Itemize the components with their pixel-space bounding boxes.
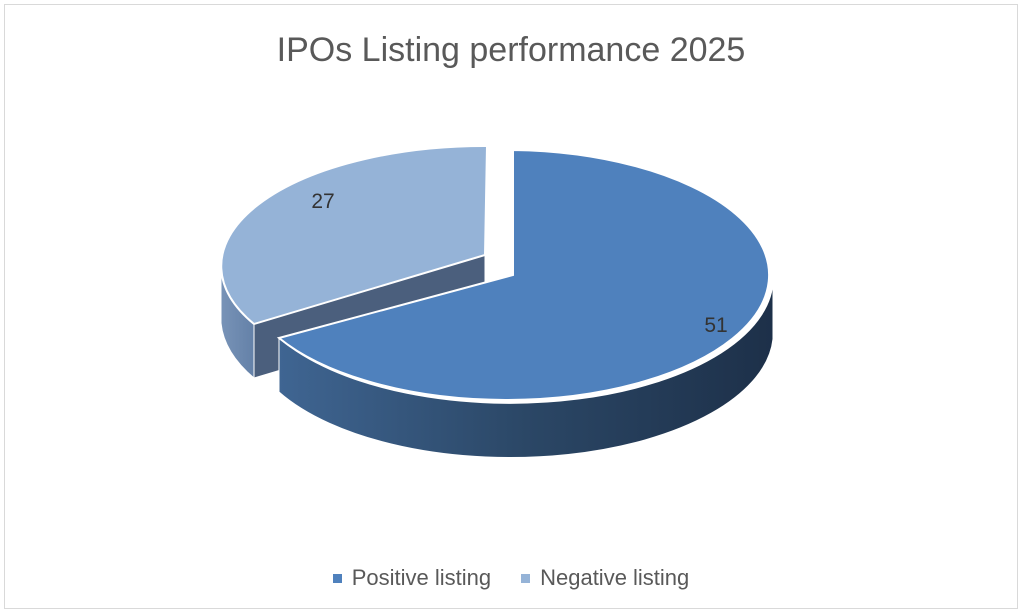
slice-negative — [220, 144, 489, 326]
legend-item-positive: Positive listing — [332, 565, 492, 591]
slice-positive — [276, 148, 771, 401]
slice-positive-side — [278, 274, 774, 459]
data-label-positive: 51 — [704, 314, 727, 337]
legend-label-positive: Positive listing — [351, 565, 492, 590]
data-label-negative: 27 — [311, 190, 334, 213]
chart-frame: IPOs Listing performance 2025 51 27 — [4, 4, 1018, 609]
legend-item-negative: Negative listing — [521, 565, 689, 591]
legend-label-negative: Negative listing — [540, 565, 690, 590]
chart-title: IPOs Listing performance 2025 — [276, 31, 746, 69]
legend: Positive listing Negative listing — [5, 565, 1017, 591]
legend-swatch-positive — [332, 573, 342, 583]
pie-chart: 51 27 — [220, 144, 774, 459]
legend-swatch-negative — [521, 573, 531, 583]
